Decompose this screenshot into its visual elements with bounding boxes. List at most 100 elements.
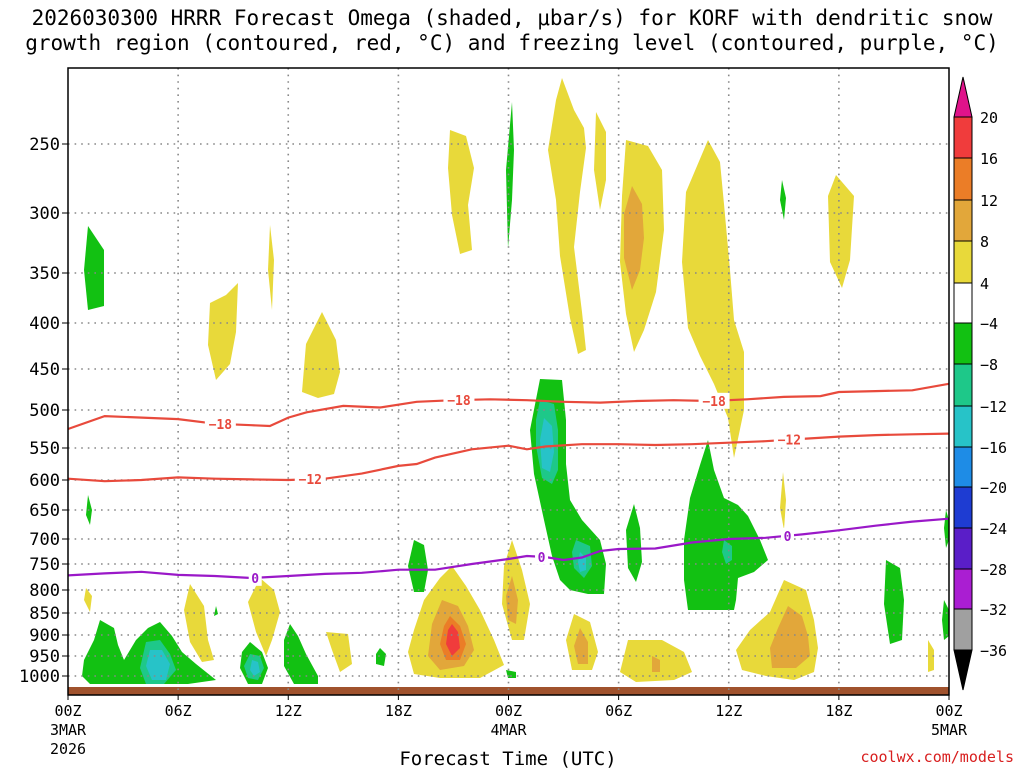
colorbar-label: −16: [980, 439, 1007, 457]
omega-region-7: [302, 312, 340, 398]
y-tick-label: 700: [29, 530, 60, 550]
contour-label: −12: [778, 434, 801, 449]
omega-region-36: [942, 600, 949, 640]
omega-region-5: [828, 175, 854, 288]
y-tick-label: 350: [29, 264, 60, 284]
omega-region-13: [326, 632, 352, 672]
colorbar-band-12: [953, 608, 973, 651]
omega-region-21: [506, 576, 518, 624]
y-tick-label: 900: [29, 626, 60, 646]
colorbar-label: 12: [980, 192, 998, 210]
omega-region-27: [446, 624, 460, 656]
contour--18-line: [68, 382, 949, 431]
y-tick-label: 550: [29, 439, 60, 459]
x-date-label: 5MAR: [931, 721, 968, 739]
x-tick-label: 06Z: [165, 702, 192, 720]
y-tick-label: 950: [29, 647, 60, 667]
omega-region-31: [626, 504, 642, 582]
omega-region-8: [268, 225, 274, 310]
y-tick-label: 650: [29, 501, 60, 521]
omega-region-53: [250, 660, 260, 676]
omega-region-51: [146, 650, 170, 680]
y-tick-label: 450: [29, 360, 60, 380]
colorbar-cap-top: [953, 76, 973, 118]
colorbar: 20 16 12 8 4 −4 −8 −12 −16 −20 −24 −28 −32 −36: [953, 76, 1007, 691]
omega-region-28: [84, 226, 104, 310]
omega-region-20: [624, 186, 644, 290]
colorbar-band-9: [953, 486, 973, 529]
credit-text: coolwx.com/models: [860, 748, 1014, 766]
contour-label: 0: [784, 530, 792, 545]
y-tick-label: 400: [29, 314, 60, 334]
omega-region-6: [208, 283, 238, 380]
colorbar-label: −20: [980, 479, 1007, 497]
contour-0-line: [68, 517, 949, 580]
temperature-contours: −18 −18 −18 −12 −12 0 0 0: [68, 382, 949, 587]
omega-region-10: [84, 588, 92, 612]
x-tick-label: 12Z: [715, 702, 742, 720]
contour-label: −18: [702, 395, 726, 410]
y-tick-label: 500: [29, 401, 60, 421]
colorbar-label: −12: [980, 398, 1007, 416]
x-date-label: 3MAR: [50, 721, 87, 739]
omega-region-12: [248, 578, 280, 656]
x-tick-label: 18Z: [385, 702, 412, 720]
colorbar-label: −8: [980, 356, 998, 374]
omega-region-34: [884, 560, 904, 644]
colorbar-label: −32: [980, 601, 1007, 619]
y-tick-label: 800: [29, 581, 60, 601]
contour-label: 0: [251, 572, 259, 587]
contour-label-bg: [443, 392, 475, 409]
omega-region-9: [780, 472, 786, 530]
x-tick-label: 18Z: [825, 702, 852, 720]
colorbar-band-0: [953, 116, 973, 159]
omega-region-22: [574, 628, 588, 664]
x-tick-label: 06Z: [605, 702, 632, 720]
contour-label: −18: [209, 418, 233, 433]
omega-region-40: [376, 648, 386, 666]
colorbar-label: −24: [980, 520, 1007, 538]
contour-label-bg: [780, 527, 794, 544]
x-date-label: 4MAR: [490, 721, 527, 739]
ground-fill: [68, 687, 949, 695]
chart-title: 2026030300 HRRR Forecast Omega (shaded, …: [0, 6, 1024, 56]
omega-region-0: [448, 130, 474, 254]
colorbar-band-1: [953, 157, 973, 201]
colorbar-band-8: [953, 446, 973, 488]
x-tick-label: 12Z: [275, 702, 302, 720]
omega-region-32: [684, 440, 768, 610]
colorbar-band-2: [953, 199, 973, 242]
title-line-1: 2026030300 HRRR Forecast Omega (shaded, …: [31, 6, 993, 30]
colorbar-band-5: [953, 322, 973, 365]
omega-region-2: [594, 112, 606, 210]
colorbar-cap-bottom: [953, 649, 973, 691]
omega-shading: [82, 78, 949, 684]
omega-region-29: [506, 102, 514, 248]
omega-region-23: [770, 606, 810, 668]
y-tick-label: 600: [29, 471, 60, 491]
colorbar-band-11: [953, 568, 973, 610]
y-tick-label: 250: [29, 135, 60, 155]
omega-region-39: [408, 540, 428, 592]
x-tick-label: 00Z: [935, 702, 962, 720]
colorbar-band-4: [953, 282, 973, 324]
omega-region-24: [652, 656, 660, 672]
pressure-axis: 2503003504004505005506006507007508008509…: [19, 135, 68, 687]
contour-label-bg: [698, 392, 730, 409]
x-axis-label: Forecast Time (UTC): [399, 748, 616, 768]
x-tick-label: 00Z: [54, 702, 81, 720]
x-year-label: 2026: [50, 740, 86, 758]
omega-region-46: [540, 418, 554, 472]
omega-region-19: [928, 640, 934, 672]
omega-region-1: [548, 78, 586, 354]
omega-region-33: [780, 180, 786, 220]
colorbar-band-7: [953, 405, 973, 448]
colorbar-band-10: [953, 527, 973, 570]
contour-label-bg: [773, 431, 805, 448]
contour-label-bg: [294, 471, 326, 488]
colorbar-label: −28: [980, 561, 1007, 579]
omega-region-38: [214, 606, 218, 616]
y-tick-label: 1000: [19, 667, 60, 687]
x-tick-label: 00Z: [495, 702, 522, 720]
